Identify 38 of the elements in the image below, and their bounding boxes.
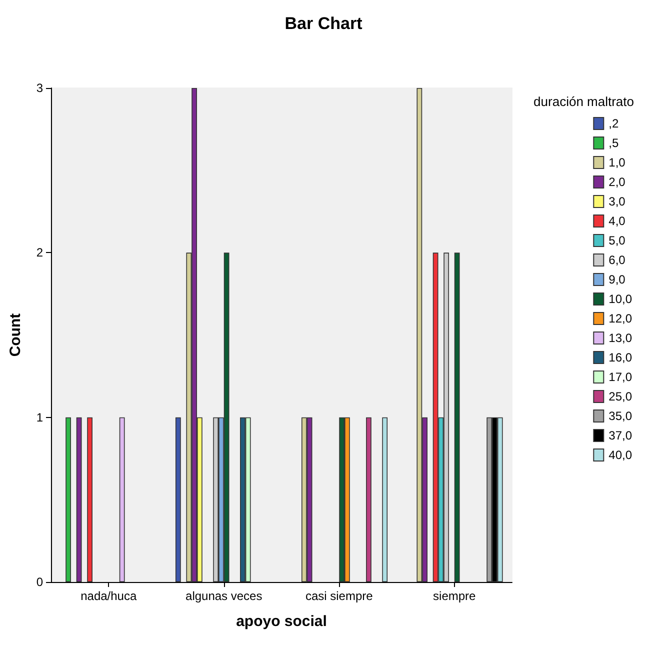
bar [119,417,125,582]
legend-label: 25,0 [608,390,632,404]
y-tick-label: 1 [36,410,44,424]
legend-title: duración maltrato [534,94,634,109]
y-tick-label: 2 [36,246,44,260]
legend-label: 6,0 [608,253,626,267]
bar [366,417,372,582]
y-axis-title: Count [7,313,24,357]
legend-label: 35,0 [608,409,632,423]
legend-label: 16,0 [608,350,632,364]
legend-label: 9,0 [608,272,626,286]
x-tick-label: algunas veces [186,589,262,603]
y-tick-label: 3 [36,81,44,95]
legend-label: ,5 [608,136,619,150]
legend-label: ,2 [608,116,619,130]
legend-label: 4,0 [608,214,626,228]
x-tick-label: nada/huca [80,589,137,603]
legend-label: 17,0 [608,370,632,384]
bar [382,417,388,582]
x-tick-label: siempre [433,589,476,603]
legend-label: 2,0 [608,175,626,189]
legend-label: 12,0 [608,312,632,326]
bar [87,417,92,582]
legend-label: 37,0 [608,428,632,442]
legend-label: 10,0 [608,292,632,306]
legend-label: 1,0 [608,156,626,170]
bar [66,417,71,582]
x-axis-title: apoyo social [236,613,327,630]
x-tick-label: casi siempre [305,589,374,603]
legend-label: 13,0 [608,331,632,345]
chart-title: Bar Chart [284,14,363,33]
y-tick-label: 0 [36,575,44,589]
bar [175,417,181,582]
legend-label: 5,0 [608,234,626,248]
bar [454,252,460,582]
legend-label: 40,0 [608,448,632,462]
bar [76,417,82,582]
legend-label: 3,0 [608,194,626,208]
